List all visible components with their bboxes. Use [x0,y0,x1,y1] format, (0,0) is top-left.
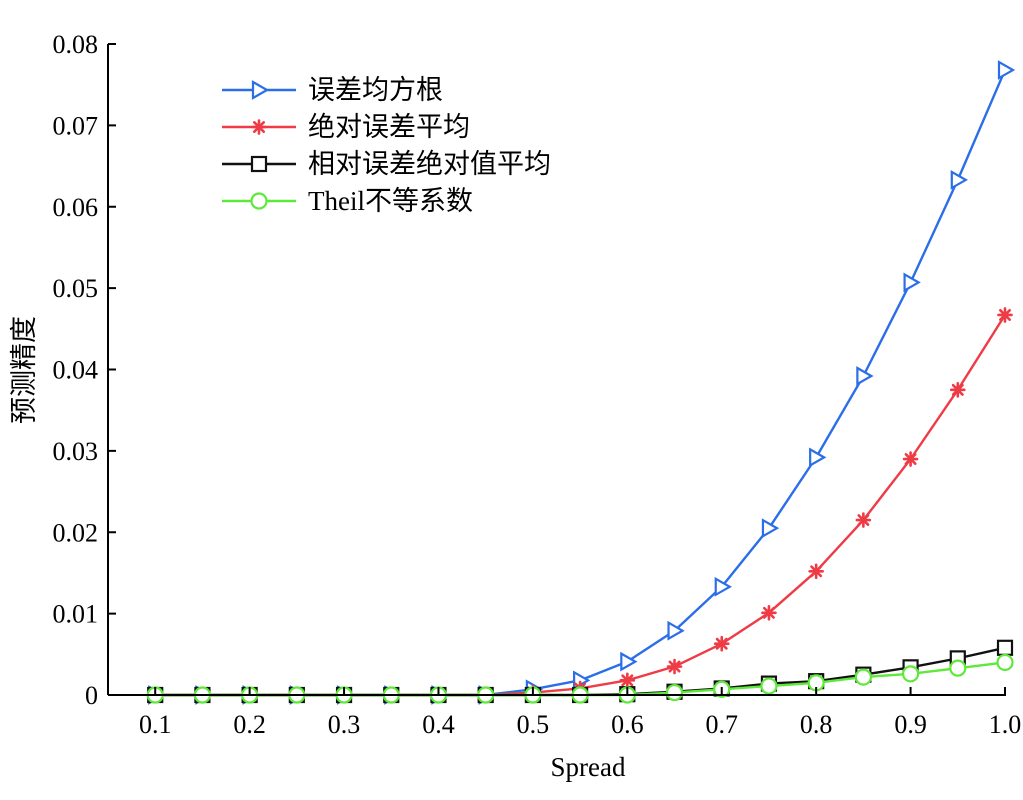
series-2-point [761,605,777,621]
series-4-point [665,683,684,702]
y-tick-label: 0.02 [53,518,99,547]
legend-marker [250,192,268,210]
legend-item: Theil不等系数 [222,186,473,216]
series-4-point [901,665,920,683]
y-tick-label: 0 [85,681,98,710]
x-tick-label: 0.2 [233,710,266,739]
legend-item: 绝对误差平均 [222,112,470,142]
y-tick-label: 0.01 [53,600,99,629]
y-tick-label: 0.06 [53,193,99,222]
series-2-point [713,635,730,652]
series-4-point [949,659,967,677]
series-1-point [903,272,921,293]
series-1-point [997,60,1016,80]
legend-label: 绝对误差平均 [308,112,470,142]
x-tick-label: 0.8 [800,710,833,739]
series-2-point [619,672,636,689]
y-tick-label: 0.04 [53,356,99,385]
series-1 [148,60,1016,705]
series-2 [147,307,1013,703]
series-4-point [996,653,1014,672]
series-2-point [855,512,872,528]
plot-area: 0.1 0.2 0.3 0.4 0.5 0.6 0.7 0.8 0.9 1.0 0 0.01 0.02… [53,30,1022,739]
series-3-point [996,639,1014,656]
x-tick-label: 0.4 [422,710,455,739]
y-axis-label: 预测精度 [9,316,39,424]
x-tick-label: 0.7 [705,710,738,739]
x-tick-label: 1.0 [989,710,1022,739]
series-layer [146,60,1016,705]
legend-marker [250,155,268,173]
series-1-point [714,576,732,597]
x-tick-label: 0.1 [139,710,172,739]
y-tick-label: 0.05 [53,274,99,303]
x-axis-ticks: 0.1 0.2 0.3 0.4 0.5 0.6 0.7 0.8 0.9 1.0 [139,687,1021,739]
y-axis-ticks: 0 0.01 0.02 0.03 0.04 0.05 0.06 0.07 0.08 [53,30,116,710]
series-4-point [760,677,778,695]
series-1-point [620,651,638,672]
legend-label: 误差均方根 [308,75,443,105]
legend-label: Theil不等系数 [308,186,473,216]
series-2-point [808,563,824,580]
series-1-point [856,366,874,386]
y-tick-label: 0.07 [53,111,99,140]
x-axis-label: Spread [551,752,626,782]
series-2-point [949,382,966,398]
legend-label: 相对误差绝对值平均 [308,149,551,179]
series-2-point [902,451,919,467]
legend-item: 误差均方根 [222,75,443,105]
x-tick-label: 0.3 [328,710,361,739]
series-1-point [761,518,780,539]
series-1-point [809,447,827,468]
y-tick-label: 0.03 [53,437,99,466]
x-tick-label: 0.5 [517,710,550,739]
series-2-point [997,307,1013,323]
legend-marker [251,119,267,135]
legend-item: 相对误差绝对值平均 [222,149,551,179]
y-tick-label: 0.08 [53,30,99,59]
series-1-point [950,170,969,190]
x-tick-label: 0.9 [894,710,927,739]
series-2-line [155,314,1007,697]
series-4-point [854,668,872,686]
legend-marker [251,80,270,100]
series-2-point [666,658,683,675]
series-1-point [667,620,685,641]
x-tick-label: 0.6 [611,710,644,739]
